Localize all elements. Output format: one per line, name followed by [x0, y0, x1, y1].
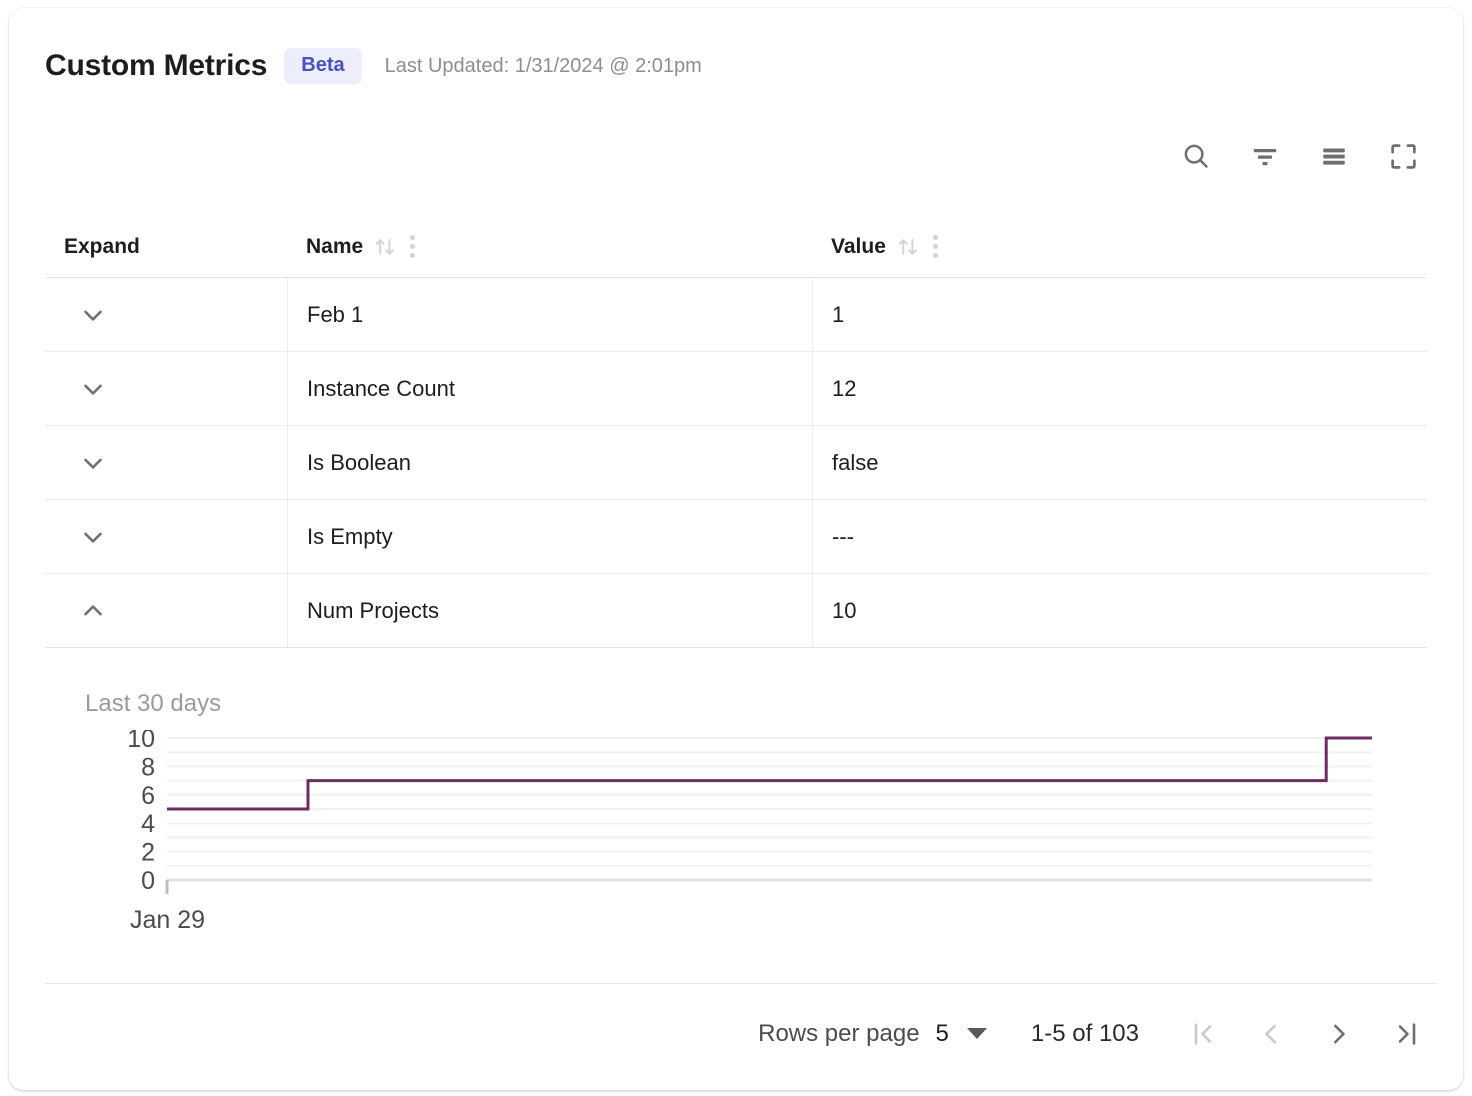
- y-axis-tick-label: 6: [141, 782, 155, 810]
- column-menu-value-icon[interactable]: [932, 235, 938, 258]
- table-row: Is Boolean false: [45, 426, 1427, 500]
- value-cell: 10: [812, 574, 1427, 647]
- table-header-row: Expand Name Value: [45, 216, 1427, 278]
- chevron-down-icon[interactable]: [78, 448, 108, 478]
- expand-cell: [45, 426, 287, 499]
- previous-page-button[interactable]: [1249, 1012, 1293, 1056]
- column-header-name-label: Name: [306, 234, 364, 258]
- metrics-table: Expand Name Value: [45, 216, 1427, 648]
- value-cell: 1: [812, 278, 1427, 351]
- chevron-up-icon[interactable]: [78, 596, 108, 626]
- last-updated-text: Last Updated: 1/31/2024 @ 2:01pm: [384, 55, 702, 77]
- table-row: Instance Count 12: [45, 352, 1427, 426]
- value-cell: ---: [812, 500, 1427, 573]
- pagination-range: 1-5 of 103: [1030, 1019, 1139, 1047]
- rows-per-page-value[interactable]: 5: [935, 1019, 949, 1047]
- sort-arrows-icon[interactable]: [897, 235, 919, 259]
- column-header-expand: Expand: [45, 216, 287, 278]
- table-footer: Rows per page 5 1-5 of 103: [45, 983, 1437, 1083]
- density-icon[interactable]: [1312, 134, 1356, 178]
- fullscreen-icon[interactable]: [1381, 134, 1425, 178]
- next-page-button[interactable]: [1317, 1012, 1361, 1056]
- beta-badge: Beta: [284, 48, 362, 84]
- chevron-down-icon[interactable]: [78, 522, 108, 552]
- custom-metrics-card: Custom Metrics Beta Last Updated: 1/31/2…: [9, 8, 1463, 1090]
- name-cell: Is Boolean: [287, 426, 812, 499]
- sort-arrows-icon[interactable]: [374, 235, 396, 259]
- expand-cell: [45, 352, 287, 425]
- y-axis-tick-label: 2: [141, 839, 155, 867]
- chart-series-line: [167, 736, 1372, 811]
- y-axis-tick-label: 0: [141, 867, 155, 895]
- table-row: Feb 1 1: [45, 278, 1427, 352]
- table-toolbar: [1174, 134, 1425, 178]
- last-page-button[interactable]: [1385, 1012, 1429, 1056]
- column-menu-name-icon[interactable]: [410, 235, 416, 258]
- x-axis-tick-label: Jan 29: [130, 906, 205, 934]
- y-axis-tick-label: 4: [141, 810, 155, 838]
- value-cell: 12: [812, 352, 1427, 425]
- pagination-controls: [1181, 1012, 1429, 1056]
- filter-icon[interactable]: [1243, 134, 1287, 178]
- value-cell: false: [812, 426, 1427, 499]
- name-cell: Is Empty: [287, 500, 812, 573]
- chart-title: Last 30 days: [85, 690, 222, 717]
- rows-per-page-label: Rows per page: [758, 1019, 920, 1047]
- page-title: Custom Metrics: [45, 49, 268, 82]
- y-axis-tick-label: 8: [141, 753, 155, 781]
- chevron-down-icon[interactable]: [966, 1028, 987, 1039]
- search-icon[interactable]: [1174, 134, 1218, 178]
- expand-cell: [45, 278, 287, 351]
- first-page-button[interactable]: [1181, 1012, 1225, 1056]
- chevron-down-icon[interactable]: [78, 374, 108, 404]
- column-header-expand-label: Expand: [64, 234, 140, 258]
- table-row: Num Projects 10: [45, 574, 1427, 648]
- column-header-value[interactable]: Value: [812, 216, 1427, 278]
- y-axis-tick-label: 10: [127, 730, 155, 753]
- expand-cell: [45, 500, 287, 573]
- expanded-chart-panel: Last 30 days 0 2 4 6 8 10 Jan 29: [45, 660, 1427, 965]
- column-header-value-label: Value: [831, 234, 886, 258]
- column-header-name[interactable]: Name: [287, 216, 812, 278]
- name-cell: Instance Count: [287, 352, 812, 425]
- chevron-down-icon[interactable]: [78, 300, 108, 330]
- table-row: Is Empty ---: [45, 500, 1427, 574]
- name-cell: Feb 1: [287, 278, 812, 351]
- expand-cell: [45, 574, 287, 647]
- name-cell: Num Projects: [287, 574, 812, 647]
- card-header: Custom Metrics Beta Last Updated: 1/31/2…: [45, 48, 702, 84]
